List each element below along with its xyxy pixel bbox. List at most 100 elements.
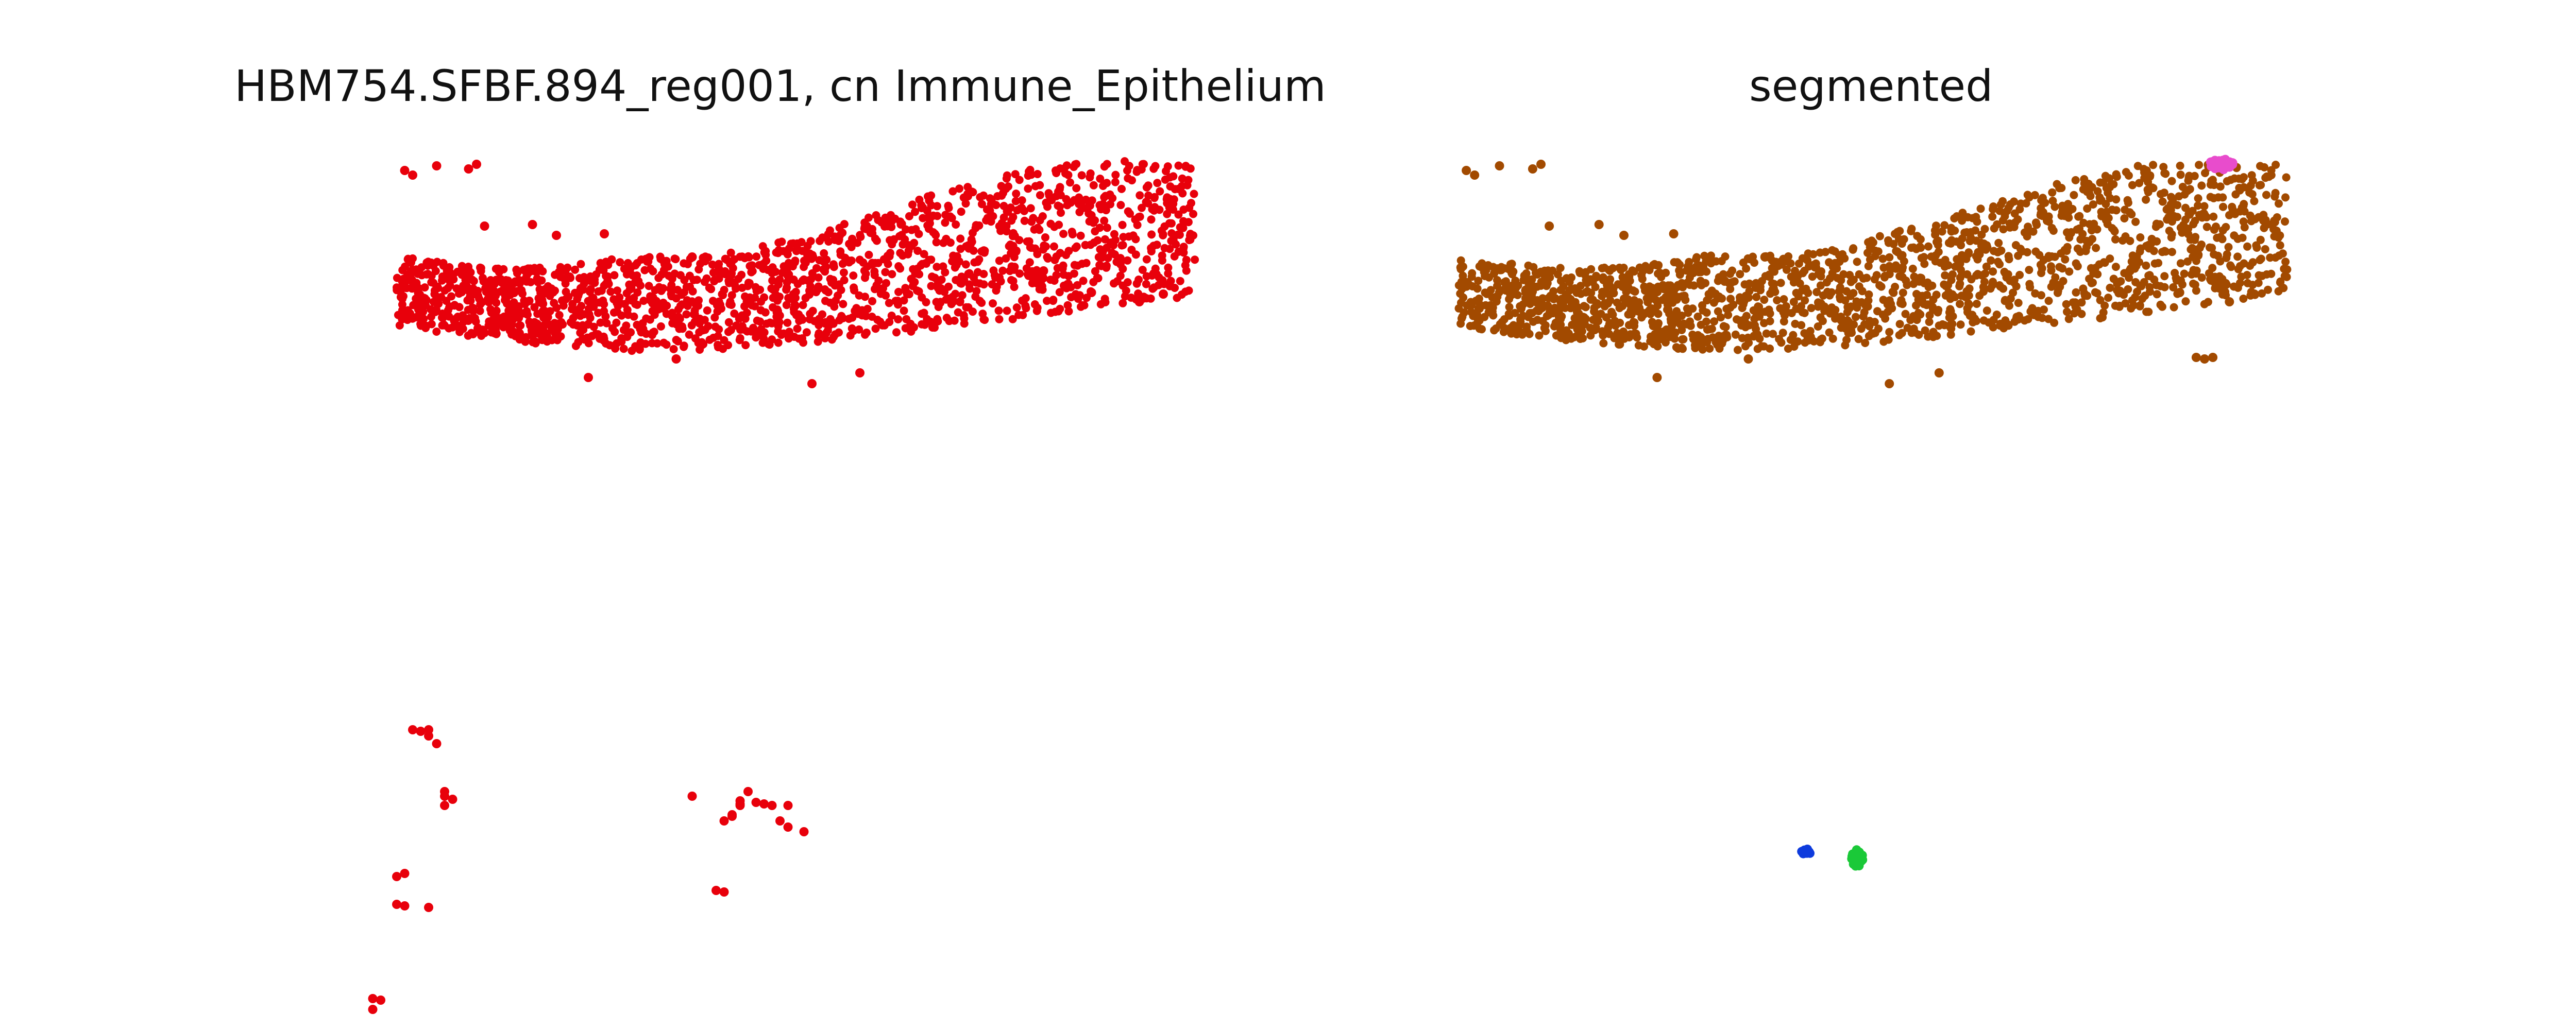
scatter-point — [1095, 261, 1104, 269]
scatter-point — [1804, 336, 1813, 345]
scatter-point — [814, 273, 823, 282]
scatter-point — [1602, 313, 1611, 322]
scatter-point — [1621, 274, 1630, 283]
scatter-point — [2112, 173, 2121, 181]
scatter-point — [1469, 321, 1478, 330]
scatter-point — [2025, 266, 2033, 274]
scatter-point — [2252, 244, 2261, 252]
scatter-point — [2015, 205, 2024, 214]
scatter-point — [1500, 315, 1509, 323]
scatter-point — [1100, 216, 1109, 225]
scatter-point — [1999, 284, 2008, 293]
scatter-point — [1474, 304, 1483, 313]
scatter-point — [2218, 193, 2227, 202]
scatter-point — [2133, 162, 2142, 170]
scatter-point — [1594, 317, 1603, 325]
scatter-point — [1745, 279, 1754, 288]
scatter-point — [1884, 236, 1892, 245]
scatter-point — [1567, 273, 1575, 282]
scatter-point — [2082, 243, 2091, 251]
scatter-point — [2240, 223, 2249, 232]
scatter-point — [2229, 282, 2238, 291]
scatter-point — [2085, 274, 2094, 283]
scatter-point — [1752, 293, 1761, 301]
scatter-point — [1766, 289, 1775, 298]
scatter-point — [1799, 269, 1807, 278]
scatter-point — [614, 302, 622, 311]
scatter-point — [654, 273, 663, 282]
scatter-point — [1855, 282, 1863, 291]
scatter-point — [1766, 309, 1774, 318]
scatter-point — [900, 306, 908, 315]
scatter-point — [1806, 327, 1815, 335]
scatter-point — [1853, 258, 1861, 266]
scatter-point — [2049, 227, 2058, 235]
scatter-point — [1670, 258, 1679, 267]
scatter-point — [1948, 270, 1957, 279]
scatter-point — [685, 330, 693, 339]
scatter-point — [1903, 323, 1912, 332]
scatter-point — [1849, 289, 1858, 298]
scatter-point — [2276, 277, 2285, 286]
scatter-point — [2278, 249, 2287, 258]
scatter-point — [1996, 200, 2005, 209]
scatter-point — [1871, 252, 1879, 261]
scatter-point — [1454, 281, 1463, 289]
scatter-point — [1965, 312, 1974, 320]
scatter-point — [1751, 321, 1759, 330]
scatter-point — [1026, 204, 1035, 213]
scatter-point — [2013, 215, 2022, 224]
scatter-point — [1123, 256, 1132, 265]
scatter-point — [1536, 160, 1546, 169]
scatter-point — [1900, 257, 1908, 266]
scatter-point — [2086, 192, 2095, 200]
scatter-point — [1893, 248, 1902, 256]
scatter-point — [1850, 856, 1860, 865]
scatter-point — [1561, 303, 1569, 312]
scatter-point — [1789, 298, 1798, 306]
scatter-point — [868, 297, 876, 305]
scatter-point — [2142, 261, 2150, 270]
scatter-point — [1981, 269, 1990, 278]
scatter-point — [2131, 217, 2140, 226]
scatter-point — [933, 263, 941, 271]
scatter-point — [1845, 271, 1854, 279]
scatter-point — [1686, 321, 1695, 330]
scatter-point — [1928, 281, 1937, 290]
scatter-point — [1754, 302, 1762, 311]
scatter-point — [2096, 314, 2105, 322]
scatter-point — [1742, 264, 1751, 273]
scatter-point — [1652, 373, 1662, 382]
scatter-point — [1063, 301, 1072, 310]
scatter-point — [1505, 303, 1514, 312]
scatter-point — [1557, 295, 1566, 303]
scatter-point — [2080, 175, 2089, 183]
scatter-point — [1760, 252, 1770, 262]
scatter-point — [1599, 339, 1608, 348]
scatter-point — [1459, 262, 1467, 271]
scatter-point — [2018, 247, 2026, 255]
scatter-point — [1997, 246, 2006, 255]
scatter-point — [1841, 341, 1850, 350]
scatter-point — [894, 287, 903, 296]
scatter-point — [998, 266, 1007, 275]
scatter-point — [2071, 298, 2079, 307]
scatter-point — [1583, 279, 1591, 287]
scatter-point — [1635, 298, 1643, 306]
scatter-point — [1663, 305, 1671, 314]
scatter-point — [1658, 335, 1667, 344]
scatter-point — [1646, 292, 1655, 301]
scatter-point — [1559, 282, 1568, 291]
scatter-point — [2106, 283, 2114, 292]
scatter-point — [2204, 298, 2212, 306]
scatter-point — [1766, 317, 1774, 325]
scatter-point — [1136, 191, 1144, 200]
scatter-point — [2222, 222, 2230, 231]
scatter-point — [1165, 245, 1174, 253]
scatter-point — [2044, 212, 2053, 221]
scatter-point — [1976, 204, 1985, 213]
scatter-point — [1950, 214, 1959, 222]
scatter-point — [1672, 307, 1681, 316]
scatter-point — [2208, 353, 2218, 362]
scatter-point — [1483, 289, 1491, 298]
